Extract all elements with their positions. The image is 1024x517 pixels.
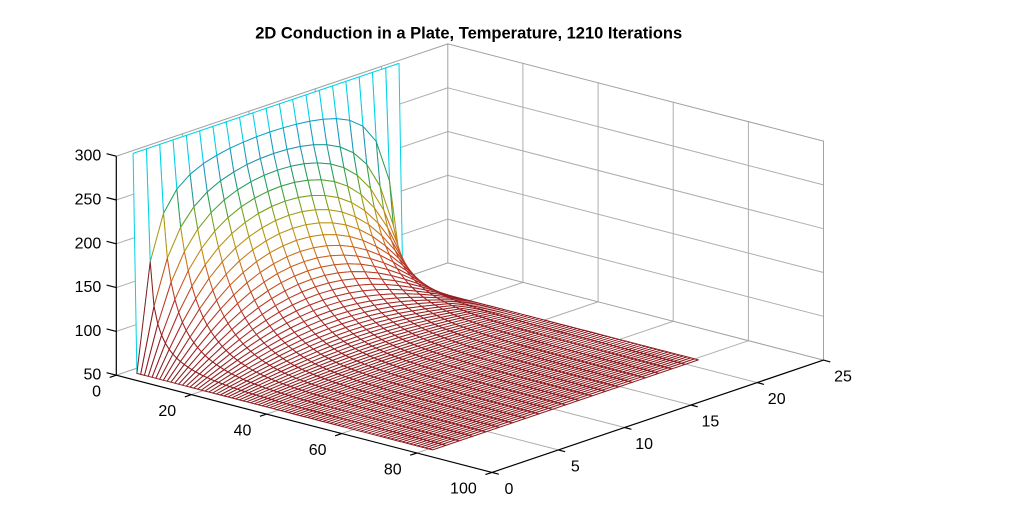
svg-text:20: 20 bbox=[768, 391, 786, 408]
svg-text:25: 25 bbox=[834, 369, 852, 386]
svg-text:0: 0 bbox=[92, 384, 101, 401]
svg-text:250: 250 bbox=[75, 192, 102, 209]
svg-text:100: 100 bbox=[450, 481, 477, 498]
svg-text:40: 40 bbox=[234, 422, 252, 439]
svg-text:0: 0 bbox=[505, 481, 514, 498]
svg-text:20: 20 bbox=[158, 403, 176, 420]
svg-text:200: 200 bbox=[75, 235, 102, 252]
svg-text:10: 10 bbox=[635, 436, 653, 453]
svg-text:100: 100 bbox=[75, 323, 102, 340]
svg-text:60: 60 bbox=[309, 442, 327, 459]
svg-text:2D Conduction in a Plate, Temp: 2D Conduction in a Plate, Temperature, 1… bbox=[255, 25, 682, 43]
svg-text:300: 300 bbox=[75, 148, 102, 165]
svg-text:50: 50 bbox=[84, 367, 102, 384]
svg-text:5: 5 bbox=[571, 459, 580, 476]
svg-text:150: 150 bbox=[75, 279, 102, 296]
svg-text:15: 15 bbox=[702, 414, 720, 431]
svg-text:80: 80 bbox=[384, 461, 402, 478]
